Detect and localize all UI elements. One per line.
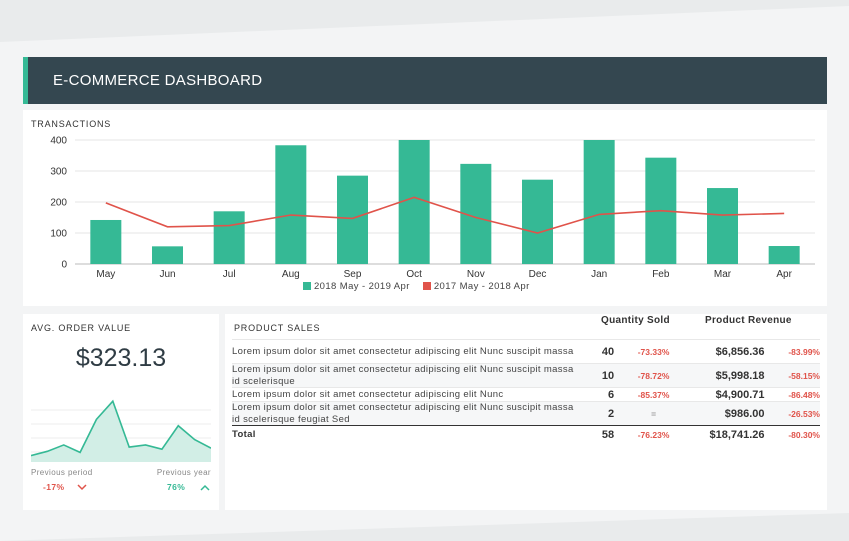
bar	[152, 246, 183, 264]
x-tick-label: May	[96, 269, 115, 280]
revenue-change: -58.15%	[764, 363, 820, 388]
y-tick-label: 300	[50, 167, 67, 178]
x-tick-label: Nov	[467, 269, 485, 280]
column-header-quantity[interactable]: Quantity Sold	[601, 315, 670, 326]
prev-period-value: -17%	[43, 482, 65, 492]
chevron-up-icon	[200, 485, 210, 491]
table-row[interactable]: Lorem ipsum dolor sit amet consectetur a…	[232, 339, 820, 364]
table-row[interactable]: Lorem ipsum dolor sit amet consectetur a…	[232, 401, 820, 426]
quantity-sold: 40	[584, 339, 615, 364]
bar	[768, 246, 800, 264]
y-tick-label: 200	[50, 198, 67, 209]
x-tick-label: Sep	[344, 269, 362, 280]
product-name: Lorem ipsum dolor sit amet consectetur a…	[232, 387, 585, 402]
chart-legend: 2018 May - 2019 Apr 2017 May - 2018 Apr	[303, 281, 540, 292]
product-revenue: $6,856.36	[692, 339, 765, 364]
product-sales-table: Lorem ipsum dolor sit amet consectetur a…	[232, 339, 820, 444]
x-tick-label: Jul	[223, 269, 236, 280]
x-tick-label: Dec	[529, 269, 547, 280]
product-sales-panel: PRODUCT SALES Quantity Sold Product Reve…	[225, 314, 827, 510]
x-tick-label: Jun	[159, 269, 175, 280]
bar	[90, 219, 122, 264]
aov-sparkline	[31, 399, 211, 462]
dashboard-header: E-COMMERCE DASHBOARD	[23, 57, 827, 104]
aov-title: AVG. ORDER VALUE	[31, 323, 131, 333]
quantity-change: -73.33%	[614, 339, 693, 364]
bar	[522, 179, 553, 264]
avg-order-value-panel: AVG. ORDER VALUE $323.13 Previous period…	[23, 314, 219, 510]
bar	[275, 145, 307, 264]
series-line-previous	[105, 196, 785, 234]
total-revenue: $18,741.26	[692, 425, 765, 444]
revenue-change: -83.99%	[764, 339, 820, 364]
x-tick-label: Oct	[406, 269, 422, 280]
bar	[337, 175, 368, 264]
product-name: Lorem ipsum dolor sit amet consectetur a…	[232, 339, 585, 364]
table-row[interactable]: Lorem ipsum dolor sit amet consectetur a…	[232, 363, 820, 388]
x-tick-label: Aug	[282, 269, 300, 280]
x-tick-label: Jan	[591, 269, 607, 280]
legend-swatch-red	[422, 282, 431, 291]
revenue-change: -26.53%	[764, 401, 820, 426]
table-total-row: Total 58 -76.23% $18,741.26 -80.30%	[232, 425, 820, 444]
product-revenue: $986.00	[692, 401, 765, 426]
quantity-change: -85.37%	[614, 387, 693, 402]
product-name: Lorem ipsum dolor sit amet consectetur a…	[232, 401, 585, 426]
page-title: E-COMMERCE DASHBOARD	[53, 72, 263, 89]
transactions-chart: 0 100 200 300 400 May Jun Jul Aug Sep Oct Nov Dec Jan…	[50, 136, 815, 280]
y-tick-label: 100	[50, 229, 67, 240]
product-name: Lorem ipsum dolor sit amet consectetur a…	[232, 363, 585, 388]
legend-label: 2018 May - 2019 Apr	[314, 281, 410, 292]
total-label: Total	[232, 425, 585, 444]
quantity-change: =	[614, 401, 693, 426]
total-revenue-change: -80.30%	[764, 425, 820, 444]
column-header-revenue[interactable]: Product Revenue	[705, 315, 792, 326]
legend-swatch-green	[303, 282, 311, 291]
legend-item-current[interactable]: 2018 May - 2019 Apr	[303, 281, 410, 292]
prev-year-value: 76%	[167, 482, 186, 492]
background-shape	[0, 0, 849, 42]
transactions-title: TRANSACTIONS	[31, 119, 112, 129]
quantity-sold: 10	[584, 363, 615, 388]
product-sales-title: PRODUCT SALES	[234, 323, 321, 333]
product-revenue: $5,998.18	[692, 363, 765, 388]
y-tick-label: 0	[61, 260, 67, 271]
revenue-change: -86.48%	[764, 387, 820, 402]
x-tick-label: Feb	[652, 269, 670, 280]
bar	[213, 211, 245, 264]
prev-period-change: -17%	[43, 482, 87, 492]
x-tick-label: Apr	[776, 269, 792, 280]
quantity-sold: 2	[584, 401, 615, 426]
bar	[583, 140, 615, 264]
prev-year-label: Previous year	[156, 468, 211, 477]
product-revenue: $4,900.71	[692, 387, 765, 402]
total-quantity-change: -76.23%	[614, 425, 693, 444]
prev-period-label: Previous period	[31, 468, 93, 477]
bar	[707, 188, 738, 264]
legend-label: 2017 May - 2018 Apr	[433, 281, 530, 292]
total-quantity: 58	[584, 425, 615, 444]
sparkline-area	[31, 401, 211, 462]
transactions-panel: TRANSACTIONS 0 100 200 300 400 May Jun Jul Aug Se…	[23, 110, 827, 306]
legend-item-previous[interactable]: 2017 May - 2018 Apr	[422, 281, 530, 292]
quantity-sold: 6	[584, 387, 615, 402]
y-tick-label: 400	[50, 136, 67, 147]
aov-value: $323.13	[75, 344, 167, 372]
table-row[interactable]: Lorem ipsum dolor sit amet consectetur a…	[232, 387, 820, 402]
x-tick-label: Mar	[714, 269, 732, 280]
chevron-down-icon	[77, 484, 87, 491]
bar	[398, 140, 430, 264]
sparkline-line	[31, 399, 211, 457]
quantity-change: -78.72%	[614, 363, 693, 388]
prev-year-change: 76%	[167, 482, 210, 492]
